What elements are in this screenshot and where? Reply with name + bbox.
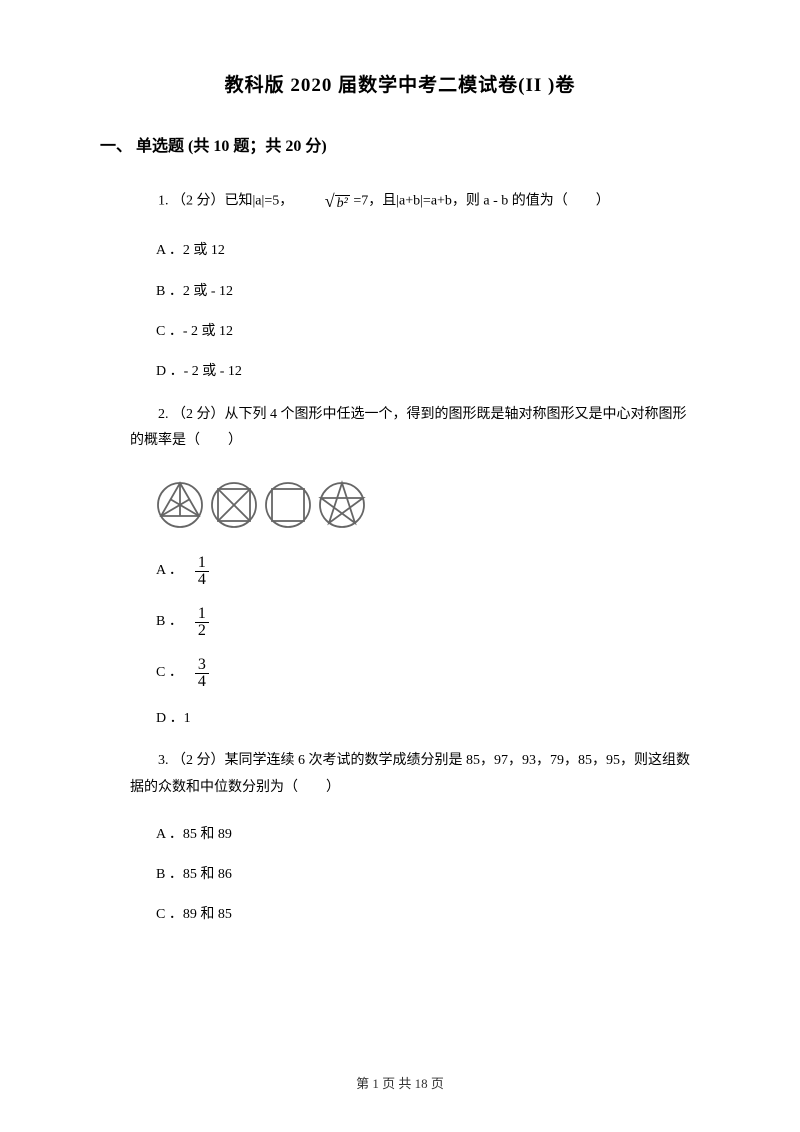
q2-option-d: D ．1 [100,708,700,730]
sqrt-expression: √b² [297,184,350,218]
four-shapes-diagram [156,477,376,533]
section-header: 一、 单选题 (共 10 题；共 20 分) [100,132,700,156]
page-footer: 第 1 页 共 18 页 [0,1073,800,1092]
q2-option-b: B ． 1 2 [100,606,700,639]
q1-option-b: B ．2 或 - 12 [100,281,700,303]
q2-figures [100,477,700,533]
fraction-3-4: 3 4 [195,657,209,690]
q2-option-a: A ． 1 4 [100,555,700,588]
q3-option-c: C ．89 和 85 [100,904,700,926]
q1-option-a: A ．2 或 12 [100,240,700,262]
fraction-1-2: 1 2 [195,606,209,639]
q1-option-c: C ．- 2 或 12 [100,321,700,343]
q1-text-post: =7，且|a+b|=a+b，则 a - b 的值为（ ） [353,193,610,208]
q1-option-d: D ．- 2 或 - 12 [100,361,700,383]
q2-option-c: C ． 3 4 [100,657,700,690]
page-title: 教科版 2020 届数学中考二模试卷(II )卷 [100,70,700,97]
question-3: 3. （2 分）某同学连续 6 次考试的数学成绩分别是 85，97，93，79，… [100,748,700,801]
question-1: 1. （2 分）已知|a|=5， √b² =7，且|a+b|=a+b，则 a -… [100,184,700,218]
question-2: 2. （2 分）从下列 4 个图形中任选一个，得到的图形既是轴对称图形又是中心对… [100,402,700,455]
q3-option-a: A ．85 和 89 [100,824,700,846]
q1-text-pre: 1. （2 分）已知|a|=5， [158,193,297,208]
q3-option-b: B ．85 和 86 [100,864,700,886]
fraction-1-4: 1 4 [195,555,209,588]
